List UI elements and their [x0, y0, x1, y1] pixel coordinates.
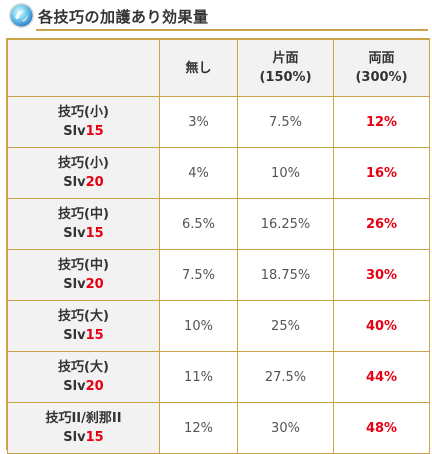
skill-name: 技巧(小): [58, 156, 109, 171]
value-one-side: 16.25%: [237, 198, 334, 250]
value-none: 11%: [159, 351, 238, 403]
effect-table: 無し 片面 (150%) 両面 (300%) 技巧(小) Slv15 3%: [7, 39, 430, 454]
column-header-label: 無し: [185, 60, 212, 76]
column-header-label: 両面: [368, 51, 395, 66]
slv-value: 20: [85, 277, 104, 292]
slv-label: Slv: [63, 379, 86, 394]
table-row: 技巧(小) Slv20 4% 10% 16%: [7, 147, 430, 199]
value-none: 10%: [159, 300, 238, 352]
column-header-none: 無し: [159, 39, 238, 97]
row-header: 技巧(大) Slv20: [7, 351, 160, 403]
value-one-side: 10%: [237, 147, 334, 199]
value-both-sides: 48%: [333, 402, 430, 454]
value-one-side: 25%: [237, 300, 334, 352]
skill-level: Slv15: [8, 326, 159, 345]
table-header-row: 無し 片面 (150%) 両面 (300%): [7, 39, 430, 97]
slv-label: Slv: [63, 277, 86, 292]
value-none: 6.5%: [159, 198, 238, 250]
slv-value: 15: [85, 430, 104, 445]
value-both-sides: 12%: [333, 96, 430, 148]
column-header-label: 片面: [272, 51, 299, 66]
table-row: 技巧(大) Slv20 11% 27.5% 44%: [7, 351, 430, 403]
slv-value: 15: [85, 226, 104, 241]
page-title: 各技巧の加護あり効果量: [38, 8, 209, 26]
value-one-side: 18.75%: [237, 249, 334, 301]
table-row: 技巧(大) Slv15 10% 25% 40%: [7, 300, 430, 352]
header-corner-cell: [7, 39, 160, 97]
value-both-sides: 26%: [333, 198, 430, 250]
column-header-sublabel: (300%): [355, 70, 408, 85]
table-row: 技巧(中) Slv20 7.5% 18.75% 30%: [7, 249, 430, 301]
skill-name: 技巧(大): [58, 309, 109, 324]
skill-level: Slv15: [8, 224, 159, 243]
value-one-side: 27.5%: [237, 351, 334, 403]
skill-name: 技巧(中): [58, 258, 109, 273]
skill-level: Slv20: [8, 173, 159, 192]
skill-name: 技巧(中): [58, 207, 109, 222]
column-header-one-side: 片面 (150%): [237, 39, 334, 97]
slv-label: Slv: [63, 124, 86, 139]
row-header: 技巧II/刹那II Slv15: [7, 402, 160, 454]
table-row: 技巧II/刹那II Slv15 12% 30% 48%: [7, 402, 430, 454]
row-header: 技巧(中) Slv20: [7, 249, 160, 301]
header-divider: [36, 29, 428, 31]
skill-level: Slv15: [8, 428, 159, 447]
value-both-sides: 44%: [333, 351, 430, 403]
slv-label: Slv: [63, 328, 86, 343]
value-one-side: 7.5%: [237, 96, 334, 148]
slv-value: 15: [85, 124, 104, 139]
column-header-sublabel: (150%): [259, 70, 312, 85]
value-none: 3%: [159, 96, 238, 148]
blue-orb-icon: [9, 3, 34, 28]
slv-label: Slv: [63, 226, 86, 241]
value-both-sides: 40%: [333, 300, 430, 352]
row-header: 技巧(大) Slv15: [7, 300, 160, 352]
slv-label: Slv: [63, 175, 86, 190]
value-one-side: 30%: [237, 402, 334, 454]
slv-label: Slv: [63, 430, 86, 445]
skill-level: Slv15: [8, 122, 159, 141]
skill-name: 技巧(大): [58, 360, 109, 375]
value-none: 4%: [159, 147, 238, 199]
row-header: 技巧(小) Slv20: [7, 147, 160, 199]
skill-level: Slv20: [8, 377, 159, 396]
table-row: 技巧(小) Slv15 3% 7.5% 12%: [7, 96, 430, 148]
value-none: 7.5%: [159, 249, 238, 301]
value-both-sides: 30%: [333, 249, 430, 301]
slv-value: 20: [85, 175, 104, 190]
effect-table-container: 無し 片面 (150%) 両面 (300%) 技巧(小) Slv15 3%: [6, 38, 430, 454]
column-header-both-sides: 両面 (300%): [333, 39, 430, 97]
row-header: 技巧(中) Slv15: [7, 198, 160, 250]
section-header: 各技巧の加護あり効果量: [0, 0, 432, 34]
slv-value: 20: [85, 379, 104, 394]
value-both-sides: 16%: [333, 147, 430, 199]
table-row: 技巧(中) Slv15 6.5% 16.25% 26%: [7, 198, 430, 250]
value-none: 12%: [159, 402, 238, 454]
skill-level: Slv20: [8, 275, 159, 294]
slv-value: 15: [85, 328, 104, 343]
skill-name: 技巧(小): [58, 105, 109, 120]
row-header: 技巧(小) Slv15: [7, 96, 160, 148]
skill-name: 技巧II/刹那II: [45, 411, 122, 426]
